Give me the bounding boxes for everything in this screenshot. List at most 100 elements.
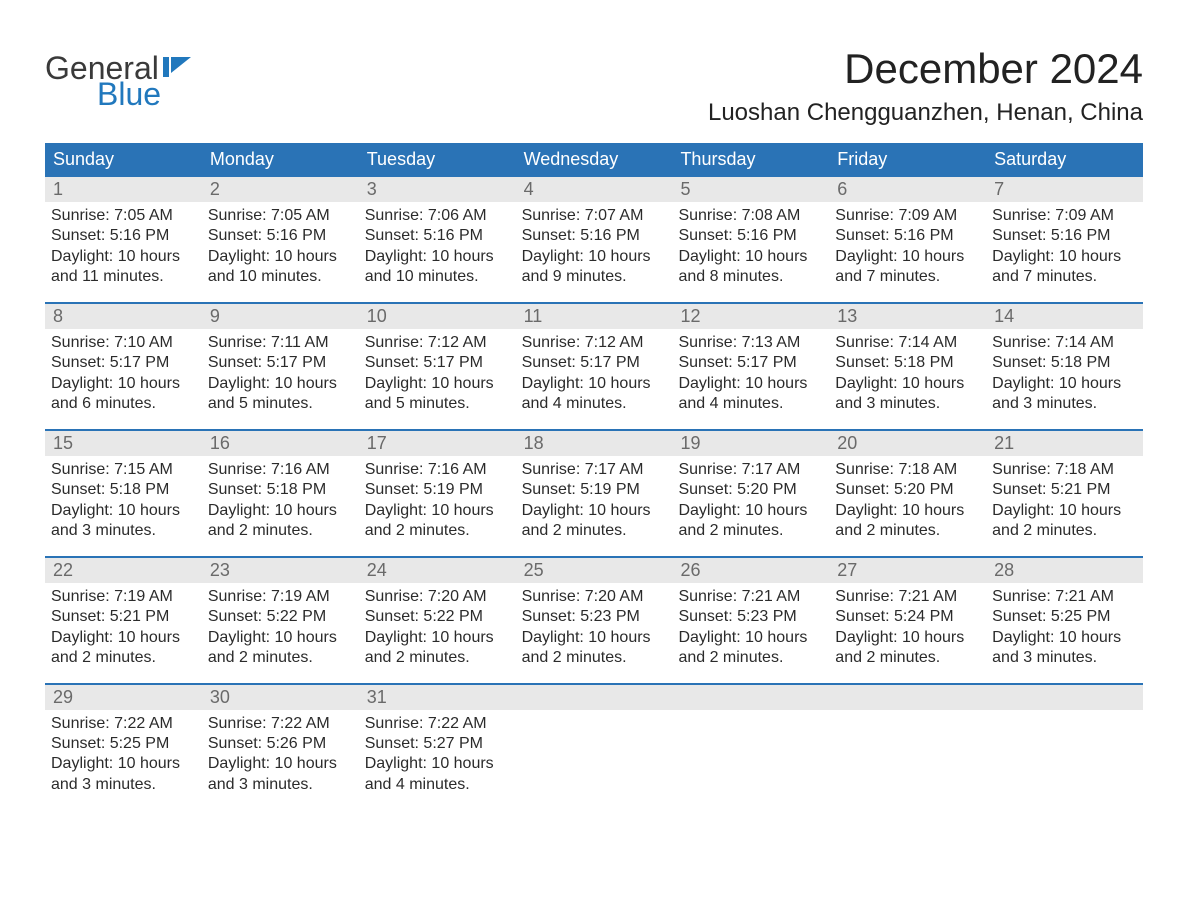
day-cell — [672, 685, 829, 810]
day-line: Sunrise: 7:08 AM — [678, 206, 823, 226]
day-line: Sunset: 5:21 PM — [992, 480, 1137, 500]
day-line: Sunset: 5:16 PM — [522, 226, 667, 246]
day-line: Sunrise: 7:20 AM — [365, 587, 510, 607]
day-number: 11 — [516, 304, 673, 329]
day-line: Daylight: 10 hours — [992, 628, 1137, 648]
day-number: 19 — [672, 431, 829, 456]
day-line: Sunrise: 7:16 AM — [208, 460, 353, 480]
day-body: Sunrise: 7:18 AMSunset: 5:21 PMDaylight:… — [986, 456, 1143, 542]
day-body: Sunrise: 7:20 AMSunset: 5:23 PMDaylight:… — [516, 583, 673, 669]
day-body: Sunrise: 7:18 AMSunset: 5:20 PMDaylight:… — [829, 456, 986, 542]
day-line: Daylight: 10 hours — [208, 501, 353, 521]
day-line: Daylight: 10 hours — [51, 628, 196, 648]
day-cell: 3Sunrise: 7:06 AMSunset: 5:16 PMDaylight… — [359, 177, 516, 302]
day-line: Daylight: 10 hours — [51, 754, 196, 774]
day-number: 1 — [45, 177, 202, 202]
day-line: Daylight: 10 hours — [365, 374, 510, 394]
day-line: and 2 minutes. — [208, 648, 353, 668]
day-cell: 10Sunrise: 7:12 AMSunset: 5:17 PMDayligh… — [359, 304, 516, 429]
day-line: Sunrise: 7:10 AM — [51, 333, 196, 353]
day-line: and 3 minutes. — [835, 394, 980, 414]
day-line: Sunrise: 7:21 AM — [992, 587, 1137, 607]
day-cell: 1 Sunrise: 7:05 AMSunset: 5:16 PMDaylight… — [45, 177, 202, 302]
calendar: SundayMondayTuesdayWednesdayThursdayFrid… — [45, 143, 1143, 809]
day-line: Sunrise: 7:22 AM — [365, 714, 510, 734]
day-line: Sunrise: 7:05 AM — [51, 206, 196, 226]
day-number: 9 — [202, 304, 359, 329]
day-number: 22 — [45, 558, 202, 583]
day-cell: 25Sunrise: 7:20 AMSunset: 5:23 PMDayligh… — [516, 558, 673, 683]
day-line: Sunset: 5:16 PM — [51, 226, 196, 246]
day-line: Sunrise: 7:05 AM — [208, 206, 353, 226]
day-line: and 10 minutes. — [365, 267, 510, 287]
day-line: Daylight: 10 hours — [835, 501, 980, 521]
day-number: 14 — [986, 304, 1143, 329]
day-line: Sunrise: 7:06 AM — [365, 206, 510, 226]
day-line: Daylight: 10 hours — [992, 247, 1137, 267]
dow-header-cell: Friday — [829, 143, 986, 177]
day-line: Sunrise: 7:22 AM — [51, 714, 196, 734]
week-row: 1Sunrise: 7:05 AMSunset: 5:16 PMDaylight… — [45, 177, 1143, 302]
title-block: December 2024 Luoshan Chengguanzhen, Hen… — [708, 45, 1143, 137]
day-line: Sunset: 5:16 PM — [992, 226, 1137, 246]
day-line: Daylight: 10 hours — [365, 754, 510, 774]
day-line: and 2 minutes. — [678, 521, 823, 541]
dow-header-cell: Tuesday — [359, 143, 516, 177]
day-line: Sunrise: 7:14 AM — [835, 333, 980, 353]
day-body: Sunrise: 7:12 AMSunset: 5:17 PMDaylight:… — [359, 329, 516, 415]
day-number: 18 — [516, 431, 673, 456]
day-line: and 3 minutes. — [992, 648, 1137, 668]
day-body: Sunrise: 7:21 AMSunset: 5:25 PMDaylight:… — [986, 583, 1143, 669]
day-line: Daylight: 10 hours — [992, 501, 1137, 521]
day-line: and 4 minutes. — [522, 394, 667, 414]
day-line: and 2 minutes. — [835, 521, 980, 541]
week-row: 29Sunrise: 7:22 AMSunset: 5:25 PMDayligh… — [45, 683, 1143, 810]
day-line: Daylight: 10 hours — [51, 247, 196, 267]
day-line: Daylight: 10 hours — [365, 501, 510, 521]
day-cell: 27Sunrise: 7:21 AMSunset: 5:24 PMDayligh… — [829, 558, 986, 683]
day-line: Daylight: 10 hours — [992, 374, 1137, 394]
day-line: Sunset: 5:22 PM — [208, 607, 353, 627]
day-line: Sunset: 5:16 PM — [365, 226, 510, 246]
day-line: Sunset: 5:25 PM — [51, 734, 196, 754]
day-body: Sunrise: 7:06 AMSunset: 5:16 PMDaylight:… — [359, 202, 516, 288]
day-line: Sunrise: 7:20 AM — [522, 587, 667, 607]
day-body: Sunrise: 7:15 AMSunset: 5:18 PMDaylight:… — [45, 456, 202, 542]
day-line: Sunset: 5:22 PM — [365, 607, 510, 627]
day-line: and 9 minutes. — [522, 267, 667, 287]
day-cell: 16Sunrise: 7:16 AMSunset: 5:18 PMDayligh… — [202, 431, 359, 556]
day-cell: 24Sunrise: 7:20 AMSunset: 5:22 PMDayligh… — [359, 558, 516, 683]
day-cell: 13Sunrise: 7:14 AMSunset: 5:18 PMDayligh… — [829, 304, 986, 429]
day-line: Sunset: 5:23 PM — [678, 607, 823, 627]
day-line: Daylight: 10 hours — [678, 374, 823, 394]
day-cell — [516, 685, 673, 810]
day-body: Sunrise: 7:19 AMSunset: 5:22 PMDaylight:… — [202, 583, 359, 669]
day-number: 10 — [359, 304, 516, 329]
day-line: Sunrise: 7:17 AM — [522, 460, 667, 480]
day-line: and 7 minutes. — [992, 267, 1137, 287]
day-body: Sunrise: 7:05 AMSunset: 5:16 PMDaylight:… — [202, 202, 359, 288]
day-number: 2 — [202, 177, 359, 202]
day-line: Sunset: 5:17 PM — [365, 353, 510, 373]
day-cell: 14Sunrise: 7:14 AMSunset: 5:18 PMDayligh… — [986, 304, 1143, 429]
day-line: Sunset: 5:26 PM — [208, 734, 353, 754]
day-body: Sunrise: 7:14 AMSunset: 5:18 PMDaylight:… — [829, 329, 986, 415]
day-line: Sunrise: 7:19 AM — [208, 587, 353, 607]
day-line: and 8 minutes. — [678, 267, 823, 287]
day-body: Sunrise: 7:09 AMSunset: 5:16 PMDaylight:… — [986, 202, 1143, 288]
day-number: 20 — [829, 431, 986, 456]
day-body: Sunrise: 7:21 AMSunset: 5:24 PMDaylight:… — [829, 583, 986, 669]
day-number: 24 — [359, 558, 516, 583]
day-number: 3 — [359, 177, 516, 202]
day-cell: 20Sunrise: 7:18 AMSunset: 5:20 PMDayligh… — [829, 431, 986, 556]
day-cell: 19Sunrise: 7:17 AMSunset: 5:20 PMDayligh… — [672, 431, 829, 556]
day-body: Sunrise: 7:16 AMSunset: 5:18 PMDaylight:… — [202, 456, 359, 542]
day-line: Daylight: 10 hours — [208, 754, 353, 774]
day-cell: 30Sunrise: 7:22 AMSunset: 5:26 PMDayligh… — [202, 685, 359, 810]
day-cell: 22Sunrise: 7:19 AMSunset: 5:21 PMDayligh… — [45, 558, 202, 683]
day-line: Daylight: 10 hours — [835, 247, 980, 267]
day-line: and 2 minutes. — [365, 521, 510, 541]
day-cell: 31Sunrise: 7:22 AMSunset: 5:27 PMDayligh… — [359, 685, 516, 810]
day-body: Sunrise: 7:08 AMSunset: 5:16 PMDaylight:… — [672, 202, 829, 288]
day-number: 15 — [45, 431, 202, 456]
